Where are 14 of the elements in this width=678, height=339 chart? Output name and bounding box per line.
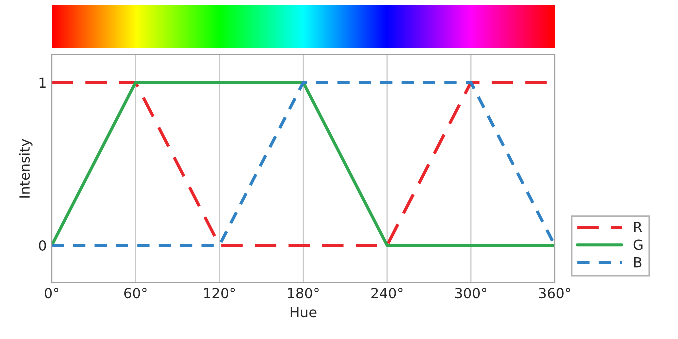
x-axis-title: Hue	[290, 307, 317, 318]
y-axis-title: Intensity	[19, 139, 33, 198]
x-tick-label: 120°	[204, 288, 236, 299]
x-tick-label: 300°	[456, 288, 487, 299]
y-tick-label: 1	[40, 78, 46, 88]
legend-label: G	[634, 240, 643, 250]
x-tick-label: 360°	[539, 288, 570, 299]
y-tick-label: 0	[39, 240, 46, 252]
legend-label: B	[634, 257, 642, 268]
x-tick-label: 0°	[45, 288, 59, 299]
x-tick-label: 240°	[372, 288, 403, 299]
x-tick-label: 60°	[124, 288, 147, 299]
legend-label: R	[634, 222, 642, 232]
x-tick-label: 180°	[288, 288, 319, 299]
